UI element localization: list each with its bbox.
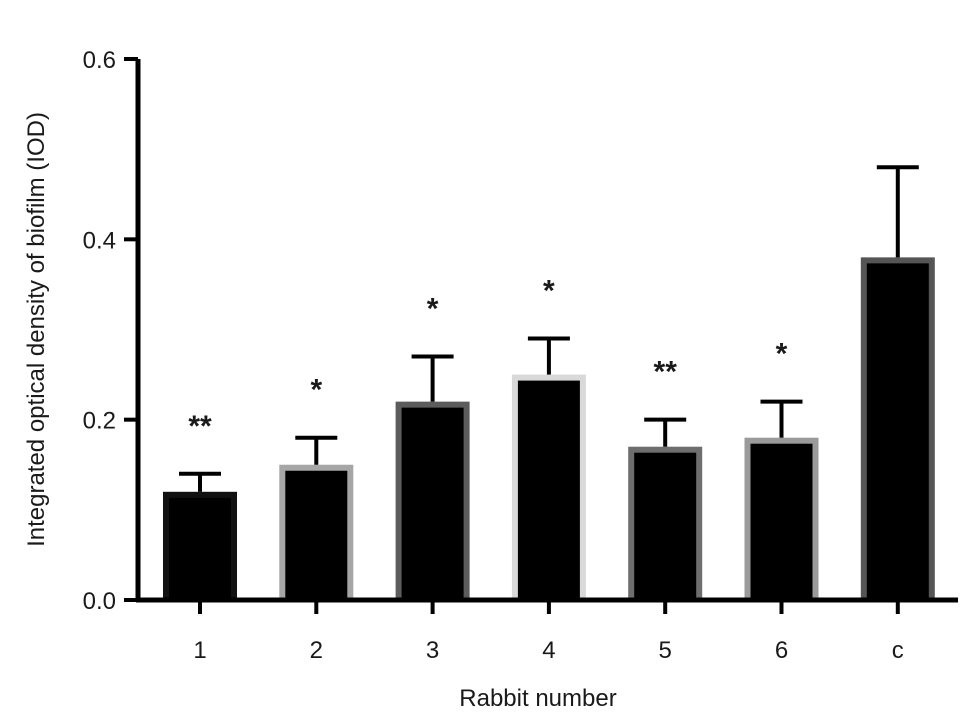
significance-marker: ** — [654, 356, 678, 389]
bar — [517, 380, 580, 600]
x-tick-label: 3 — [426, 637, 439, 664]
significance-marker: * — [427, 293, 439, 326]
significance-marker: ** — [188, 410, 212, 443]
significance-layer: ******** — [188, 275, 787, 443]
bar — [169, 497, 231, 600]
bar — [285, 470, 348, 600]
bar — [750, 443, 813, 600]
bar — [866, 263, 929, 600]
y-axis-title: Integrated optical density of biofilm (I… — [23, 112, 50, 547]
x-tick-label: 4 — [542, 637, 555, 664]
bars-layer — [163, 257, 935, 600]
y-tick-label: 0.6 — [83, 47, 116, 74]
significance-marker: * — [543, 275, 555, 308]
y-ticks-layer: 0.0 0.2 0.4 0.6 — [83, 47, 138, 615]
x-tick-label: 5 — [659, 637, 672, 664]
x-ticks-layer: 1 2 3 4 5 6 c — [193, 600, 904, 664]
x-axis-title: Rabbit number — [459, 685, 616, 712]
x-tick-label: 1 — [193, 637, 206, 664]
y-tick-label: 0.0 — [83, 588, 116, 615]
x-tick-label: c — [892, 637, 904, 664]
y-tick-label: 0.4 — [83, 227, 116, 254]
bar — [401, 407, 464, 600]
y-tick-label: 0.2 — [83, 408, 116, 435]
x-tick-label: 6 — [775, 637, 788, 664]
error-bars-layer — [179, 165, 919, 492]
significance-marker: * — [776, 338, 788, 371]
significance-marker: * — [310, 374, 322, 407]
x-tick-label: 2 — [310, 637, 323, 664]
bar — [634, 452, 697, 600]
